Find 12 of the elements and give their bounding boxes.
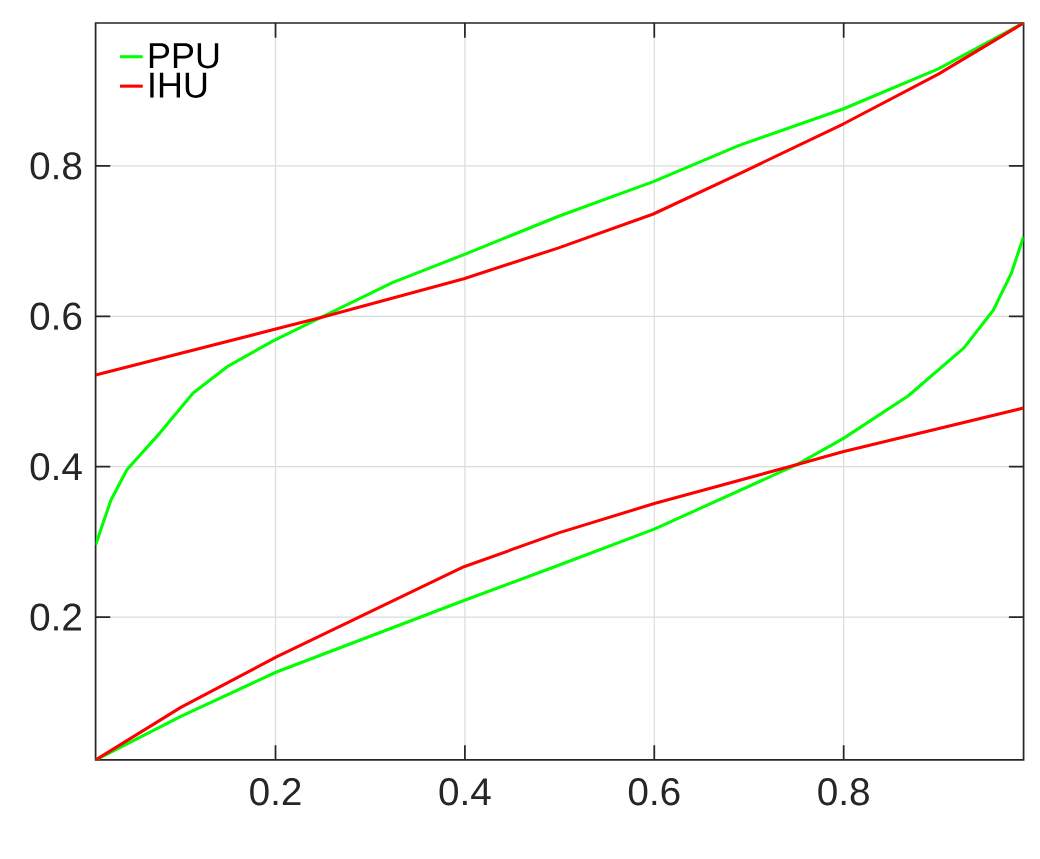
y-tick-label: 0.6 [30, 302, 82, 330]
x-tick-label: 0.6 [628, 778, 680, 806]
line-series [95, 406, 1024, 760]
legend-label: PPU [149, 43, 219, 69]
y-tick-label: 0.4 [30, 453, 82, 481]
legend-label: IHU [150, 72, 207, 98]
y-tick-label: 0.2 [30, 603, 81, 631]
y-tick-label: 0.8 [30, 152, 82, 180]
x-tick-label: 0.8 [818, 778, 869, 806]
x-tick-label: 0.2 [250, 778, 301, 806]
x-tick-label: 0.4 [439, 778, 491, 806]
line-series [95, 22, 1024, 377]
